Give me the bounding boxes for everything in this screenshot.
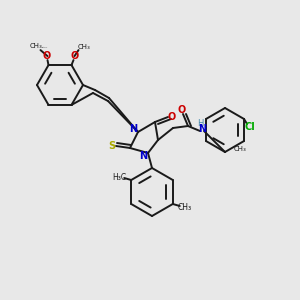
- Text: H: H: [197, 119, 203, 128]
- Text: O: O: [70, 51, 79, 61]
- Text: N: N: [198, 124, 206, 134]
- Text: O: O: [178, 105, 186, 115]
- Text: CH₃: CH₃: [234, 146, 246, 152]
- Text: S: S: [108, 141, 116, 151]
- Text: Cl: Cl: [245, 122, 255, 132]
- Text: methoxy: methoxy: [41, 47, 48, 48]
- Text: CH₃: CH₃: [29, 43, 42, 49]
- Text: N: N: [139, 151, 147, 161]
- Text: O: O: [168, 112, 176, 122]
- Text: O: O: [42, 51, 51, 61]
- Text: H₃C: H₃C: [112, 172, 126, 182]
- Text: CH₃: CH₃: [77, 44, 90, 50]
- Text: N: N: [129, 124, 137, 134]
- Text: CH₃: CH₃: [178, 202, 192, 211]
